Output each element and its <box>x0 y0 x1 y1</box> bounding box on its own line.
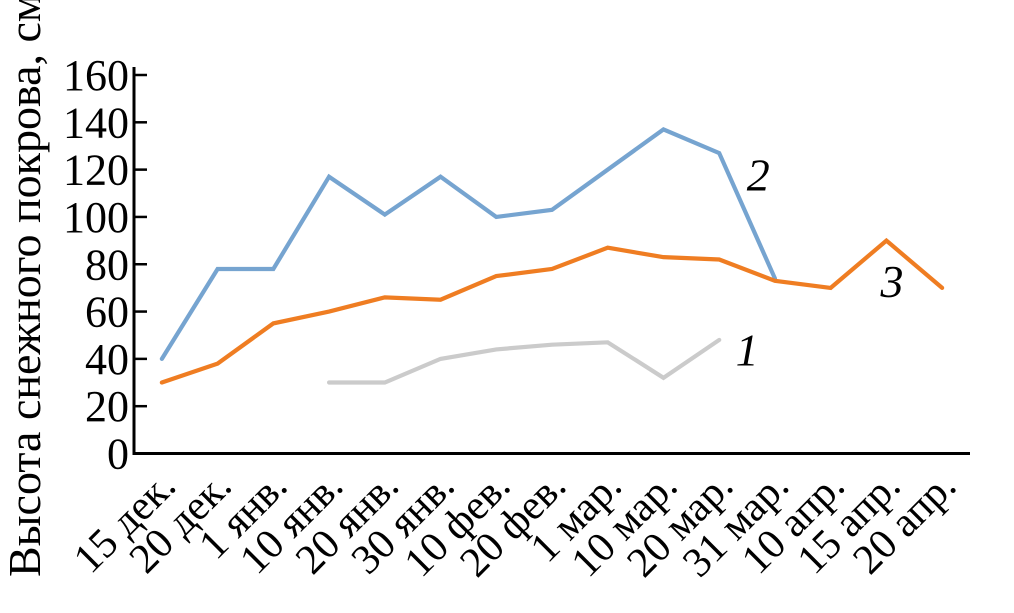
y-tick-label: 60 <box>85 288 129 337</box>
series-3-line <box>159 237 945 385</box>
series-2-label: 2 <box>747 149 770 200</box>
y-tick-label: 120 <box>63 146 129 195</box>
series-1-line <box>326 337 722 385</box>
y-tick-label: 40 <box>85 335 129 384</box>
series-3-label: 3 <box>879 256 903 307</box>
series-2-line <box>159 127 778 361</box>
y-tick-label: 160 <box>63 51 129 100</box>
y-tick-label: 140 <box>63 98 129 147</box>
y-axis-title: Высота снежного покрова, см <box>0 0 50 577</box>
y-tick-label: 0 <box>107 430 129 479</box>
y-tick-label: 20 <box>85 382 129 431</box>
y-tick-label: 100 <box>63 193 129 242</box>
y-tick-label: 80 <box>85 240 129 289</box>
series-1-label: 1 <box>736 324 759 375</box>
